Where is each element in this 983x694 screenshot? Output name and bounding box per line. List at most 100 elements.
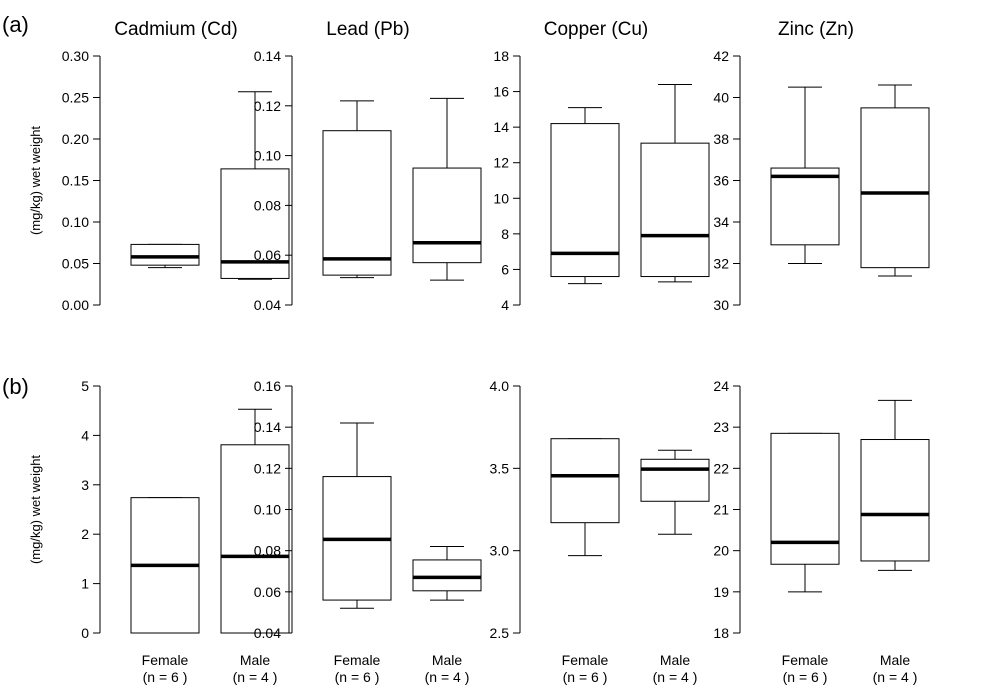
y-tick-label: 21 [713, 502, 729, 518]
box-female [770, 86, 840, 264]
panel-3: Copper (Cu) 4 6 8 10 12 14 16 18 [493, 19, 710, 313]
x-sublabel-male: (n = 4 ) [233, 669, 278, 685]
iqr-box [550, 123, 620, 278]
y-tick-label: 0.14 [254, 419, 281, 435]
panel-title: Lead (Pb) [326, 19, 409, 40]
y-tick-label: 0.08 [254, 197, 281, 213]
panel-5: 0 1 2 3 4 5 (mg/kg) wet weight Female(n = 6 ) Ma… [28, 378, 290, 685]
y-tick-label: 0.04 [254, 297, 281, 313]
box-female: Female(n = 6 ) [770, 432, 840, 685]
y-tick-label: 4 [501, 297, 509, 313]
iqr-box [220, 444, 290, 634]
y-tick-label: 2.5 [490, 625, 510, 641]
y-tick-label: 8 [501, 226, 509, 242]
x-sublabel-female: (n = 6 ) [335, 669, 380, 685]
y-tick-label: 20 [713, 543, 729, 559]
box-male [412, 97, 482, 281]
x-sublabel-female: (n = 6 ) [143, 669, 188, 685]
iqr-box [770, 432, 840, 565]
y-tick-label: 0.30 [62, 48, 89, 64]
x-sublabel-female: (n = 6 ) [563, 669, 608, 685]
panel-title: Copper (Cu) [544, 19, 649, 40]
y-tick-label: 36 [713, 173, 729, 189]
panels: Cadmium (Cd) 0.00 0.05 0.10 0.15 0.20 0.25 0.30… [28, 19, 930, 685]
y-tick-label: 0.15 [62, 173, 89, 189]
box-male [220, 91, 290, 280]
row-label-a: (a) [2, 12, 29, 37]
y-tick-label: 42 [713, 48, 729, 64]
x-label-male: Male [432, 652, 463, 668]
y-tick-label: 0.00 [62, 297, 89, 313]
y-tick-label: 0.12 [254, 460, 281, 476]
y-tick-label: 0 [81, 625, 89, 641]
x-label-female: Female [562, 652, 609, 668]
y-tick-label: 0.08 [254, 543, 281, 559]
y-axis-label: (mg/kg) wet weight [28, 455, 43, 564]
box-female [130, 243, 200, 269]
y-tick-label: 34 [713, 214, 729, 230]
box-female: Female(n = 6 ) [130, 497, 200, 685]
y-tick-label: 0.20 [62, 131, 89, 147]
box-female: Female(n = 6 ) [550, 438, 620, 685]
y-tick-label: 18 [713, 625, 729, 641]
y-tick-label: 0.06 [254, 584, 281, 600]
panel-6: 0.04 0.06 0.08 0.10 0.12 0.14 0.16 Female(n = 6… [254, 378, 482, 685]
x-label-male: Male [660, 652, 691, 668]
y-tick-label: 0.10 [254, 502, 281, 518]
y-tick-label: 0.04 [254, 625, 281, 641]
y-tick-label: 4.0 [490, 378, 510, 394]
box-male: Male(n = 4 ) [220, 408, 290, 685]
box-male [640, 83, 710, 283]
iqr-box [770, 167, 840, 246]
y-tick-label: 0.06 [254, 247, 281, 263]
iqr-box [640, 142, 710, 278]
y-tick-label: 32 [713, 256, 729, 272]
y-tick-label: 0.16 [254, 378, 281, 394]
box-female [322, 100, 392, 279]
y-tick-label: 14 [493, 119, 509, 135]
iqr-box [640, 458, 710, 502]
y-tick-label: 16 [493, 84, 509, 100]
y-tick-label: 0.14 [254, 48, 281, 64]
y-tick-label: 22 [713, 460, 729, 476]
iqr-box [412, 167, 482, 264]
y-tick-label: 38 [713, 131, 729, 147]
panel-8: 18 19 20 21 22 23 24 Female(n = 6 ) Male(n = 4 ) [713, 378, 930, 685]
box-male: Male(n = 4 ) [412, 546, 482, 685]
y-tick-label: 3.0 [490, 543, 510, 559]
y-tick-label: 0.12 [254, 98, 281, 114]
box-male: Male(n = 4 ) [860, 399, 930, 685]
iqr-box [412, 559, 482, 592]
x-sublabel-male: (n = 4 ) [873, 669, 918, 685]
y-tick-label: 12 [493, 155, 509, 171]
y-tick-label: 30 [713, 297, 729, 313]
box-female [550, 107, 620, 285]
y-tick-label: 40 [713, 90, 729, 106]
x-label-female: Female [142, 652, 189, 668]
iqr-box [860, 439, 930, 562]
y-tick-label: 24 [713, 378, 729, 394]
box-male: Male(n = 4 ) [640, 449, 710, 685]
y-tick-label: 1 [81, 576, 89, 592]
box-male [860, 84, 930, 277]
y-tick-label: 19 [713, 584, 729, 600]
y-tick-label: 23 [713, 419, 729, 435]
y-tick-label: 3 [81, 477, 89, 493]
y-tick-label: 6 [501, 261, 509, 277]
iqr-box [860, 107, 930, 269]
panel-2: Lead (Pb) 0.04 0.06 0.08 0.10 0.12 0.14 [254, 19, 482, 313]
panel-1: Cadmium (Cd) 0.00 0.05 0.10 0.15 0.20 0.25 0.30… [28, 19, 290, 313]
iqr-box [550, 438, 620, 524]
panel-title: Cadmium (Cd) [114, 19, 238, 40]
y-tick-label: 4 [81, 427, 89, 443]
x-label-female: Female [782, 652, 829, 668]
panel-4: Zinc (Zn) 30 32 34 36 38 40 42 [713, 19, 930, 313]
x-label-male: Male [880, 652, 911, 668]
y-tick-label: 2 [81, 526, 89, 542]
y-tick-label: 5 [81, 378, 89, 394]
box-female: Female(n = 6 ) [322, 422, 392, 685]
panel-title: Zinc (Zn) [778, 19, 854, 40]
y-tick-label: 0.10 [62, 214, 89, 230]
